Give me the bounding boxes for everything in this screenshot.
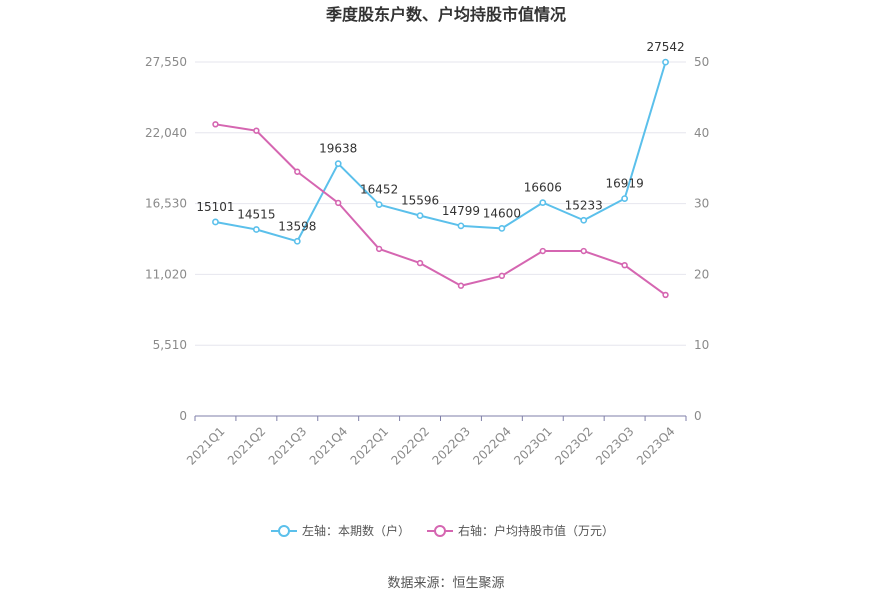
left-axis-tick-label: 11,020 <box>145 267 187 281</box>
x-axis-tick-label: 2022Q2 <box>389 424 433 468</box>
x-axis-tick-label: 2022Q3 <box>429 424 473 468</box>
data-point-left <box>334 160 342 168</box>
right-axis-tick-label: 50 <box>694 55 709 69</box>
data-label: 14515 <box>237 207 275 221</box>
legend-item-left[interactable]: 左轴：本期数（户） <box>271 523 410 538</box>
data-label: 16919 <box>606 177 644 191</box>
data-point-right <box>457 282 465 289</box>
legend[interactable]: 左轴：本期数（户） 右轴：户均持股市值（万元） <box>271 523 614 538</box>
data-point-right <box>253 127 260 134</box>
legend-label: 左轴：本期数（户） <box>302 523 410 538</box>
data-point-left <box>293 237 301 245</box>
right-axis-tick-label: 0 <box>694 409 702 423</box>
source-note: 数据来源：恒生聚源 <box>387 576 504 591</box>
data-point-right <box>294 168 301 175</box>
data-label: 27542 <box>646 40 684 54</box>
right-axis-tick-label: 20 <box>694 267 709 281</box>
data-label: 14600 <box>483 206 521 220</box>
data-label: 13598 <box>278 219 316 233</box>
x-axis-tick-label: 2023Q3 <box>593 424 637 468</box>
chart-title: 季度股东户数、户均持股市值情况 <box>325 5 566 24</box>
x-axis-tick-label: 2021Q1 <box>184 424 228 468</box>
series <box>212 58 669 299</box>
x-axis-tick-label: 2023Q1 <box>511 424 555 468</box>
legend-label: 右轴：户均持股市值（万元） <box>458 523 614 538</box>
data-label: 14799 <box>442 204 480 218</box>
data-point-left <box>252 226 260 233</box>
series-line-left <box>215 61 667 243</box>
x-axis-tick-label: 2023Q2 <box>552 424 596 468</box>
data-point-left <box>498 224 506 232</box>
left-axis-tick-label: 16,530 <box>145 197 187 211</box>
data-point-right <box>212 121 219 128</box>
legend-item-right[interactable]: 右轴：户均持股市值（万元） <box>427 523 614 538</box>
data-point-right <box>375 245 383 253</box>
series-line-right <box>215 123 667 296</box>
left-axis-tick-label: 5,510 <box>153 338 187 352</box>
data-point-left <box>375 201 383 209</box>
data-point-right <box>539 247 546 255</box>
data-point-right <box>498 272 506 280</box>
x-axis-tick-label: 2021Q4 <box>307 424 351 468</box>
data-label: 19638 <box>319 142 357 156</box>
axes: 0 0 5,510 10 11,020 20 16,530 30 22,040 40 27,550 5… <box>145 55 709 468</box>
right-axis-tick-label: 10 <box>694 338 709 352</box>
data-point-left <box>580 216 588 224</box>
x-axis-tick-label: 2021Q2 <box>225 424 269 468</box>
x-axis-tick-label: 2022Q1 <box>348 424 392 468</box>
data-point-right <box>662 291 669 299</box>
data-label: 15233 <box>565 198 603 212</box>
data-point-right <box>335 199 342 207</box>
data-label: 15101 <box>196 200 234 214</box>
data-label: 16606 <box>524 181 562 195</box>
data-point-right <box>621 261 628 269</box>
right-axis-tick-label: 30 <box>694 197 709 211</box>
data-point-left <box>662 58 669 66</box>
grid <box>195 61 686 346</box>
x-axis-tick-label: 2021Q3 <box>266 424 310 468</box>
right-axis-tick-label: 40 <box>694 126 709 140</box>
data-point-left <box>457 222 465 230</box>
legend-swatch-marker <box>434 525 446 537</box>
data-label: 16452 <box>360 183 398 197</box>
data-point-left <box>539 199 547 207</box>
data-point-left <box>416 212 424 220</box>
legend-swatch-marker <box>278 525 290 537</box>
x-axis-tick-label: 2023Q4 <box>634 424 678 468</box>
data-label: 15596 <box>401 194 439 208</box>
left-axis-tick-label: 0 <box>179 409 187 423</box>
left-axis-tick-label: 22,040 <box>145 126 187 140</box>
left-axis-tick-label: 27,550 <box>145 55 187 69</box>
x-axis-tick-label: 2022Q4 <box>470 424 514 468</box>
data-point-left <box>621 195 629 203</box>
data-point-left <box>212 218 219 226</box>
data-point-right <box>580 247 587 255</box>
data-point-right <box>416 259 424 267</box>
